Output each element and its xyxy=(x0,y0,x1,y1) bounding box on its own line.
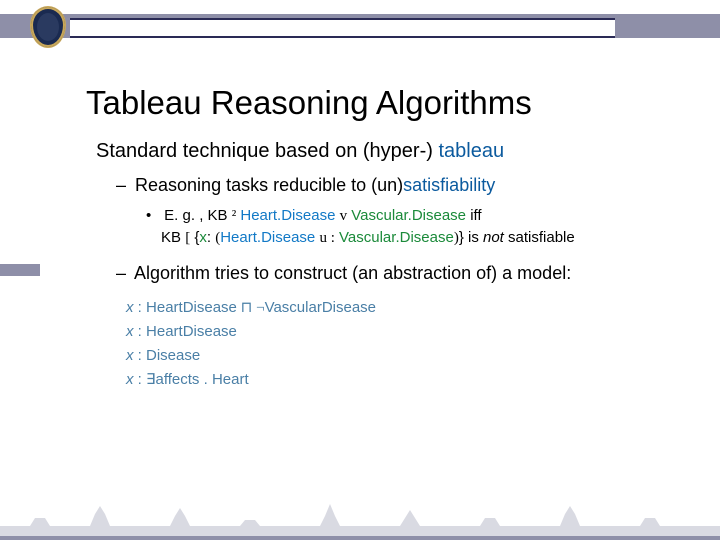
example-line-1: • E. g. , KB ² Heart.Disease v Vascular.… xyxy=(146,206,660,226)
ex2-pre: KB xyxy=(161,229,185,246)
ex1-vd: Vascular.Disease xyxy=(347,207,470,224)
sub1-pre: Reasoning tasks reducible to (un) xyxy=(135,175,403,195)
m4-rel: affects xyxy=(156,371,200,388)
lead-pre: Standard technique based on (hyper-) xyxy=(96,140,438,162)
ex2-hd: Heart.Disease xyxy=(220,229,319,246)
m4-dot: . xyxy=(199,371,212,388)
m3-sep: : xyxy=(134,347,147,364)
dot-icon: • xyxy=(146,206,160,226)
m1-x: x xyxy=(126,299,134,316)
model-block: x : HeartDisease ⊓ ¬VascularDisease x : … xyxy=(126,296,660,392)
sub-bullet-2: – Algorithm tries to construct (an abstr… xyxy=(116,263,660,284)
ex2-neg: : xyxy=(327,230,335,246)
sub1-term: satisfiability xyxy=(403,175,495,195)
model-line-2: x : HeartDisease xyxy=(126,320,660,344)
slide-content: Tableau Reasoning Algorithms Standard te… xyxy=(86,84,660,392)
dash-icon: – xyxy=(116,175,130,196)
m1-b: VascularDisease xyxy=(265,299,376,316)
ex2-is: is xyxy=(464,229,483,246)
crest-logo xyxy=(30,6,66,48)
m4-x: x xyxy=(126,371,134,388)
m4-sep: : xyxy=(134,371,147,388)
model-line-1: x : HeartDisease ⊓ ¬VascularDisease xyxy=(126,296,660,320)
m1-a: HeartDisease xyxy=(146,299,237,316)
ex2-x: x xyxy=(199,229,207,246)
model-line-3: x : Disease xyxy=(126,344,660,368)
model-line-4: x : ∃affects . Heart xyxy=(126,368,660,392)
ex1-suf: iff xyxy=(470,207,481,224)
sub-bullet-1: – Reasoning tasks reducible to (un)satis… xyxy=(116,175,660,196)
lead-line: Standard technique based on (hyper-) tab… xyxy=(96,140,660,163)
m4-b: Heart xyxy=(212,371,249,388)
m3-x: x xyxy=(126,347,134,364)
m1-sep: : xyxy=(134,299,147,316)
m1-sq: ⊓ xyxy=(237,300,256,316)
m2-a: HeartDisease xyxy=(146,323,237,340)
m3-a: Disease xyxy=(146,347,200,364)
m4-ex: ∃ xyxy=(146,372,155,388)
m2-x: x xyxy=(126,323,134,340)
ex2-sat: satisfiable xyxy=(504,229,575,246)
side-tab xyxy=(0,264,40,276)
ex1-op2: v xyxy=(340,208,348,224)
page-title: Tableau Reasoning Algorithms xyxy=(86,84,660,122)
header-rule xyxy=(70,18,615,38)
footer-skyline xyxy=(0,496,720,540)
m1-neg: ¬ xyxy=(256,300,264,316)
ex2-brace: { xyxy=(190,229,199,246)
example-line-2: KB [ {x: (Heart.Disease u : Vascular.Dis… xyxy=(161,228,660,248)
ex1-hd: Heart.Disease xyxy=(236,207,339,224)
ex2-not: not xyxy=(483,229,504,246)
lead-term: tableau xyxy=(438,140,504,162)
ex2-op2: u xyxy=(319,230,327,246)
sub2-text: Algorithm tries to construct (an abstrac… xyxy=(134,263,571,283)
ex2-colon: : xyxy=(207,229,215,246)
ex2-vd: Vascular.Disease xyxy=(335,229,454,246)
dash-icon: – xyxy=(116,263,130,284)
ex1-pre: E. g. , KB xyxy=(164,207,232,224)
m2-sep: : xyxy=(134,323,147,340)
